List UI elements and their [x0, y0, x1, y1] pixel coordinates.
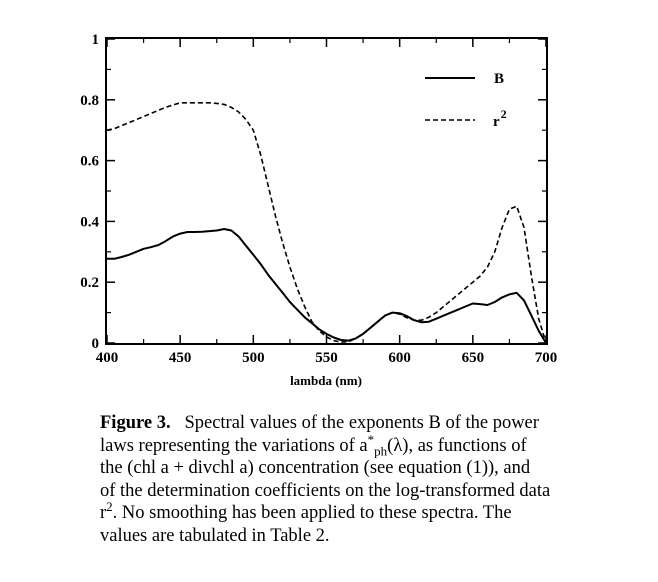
y-tick-label-3: 0.6 — [80, 154, 99, 170]
axis-ticks — [106, 38, 547, 344]
series-line-r2 — [106, 102, 547, 344]
caption-text-2b: (λ), as functions of — [387, 435, 527, 456]
legend-label-r2-sup: 2 — [501, 107, 507, 121]
y-tick-label-4: 0.8 — [80, 93, 99, 109]
caption-line-2: laws representing the variations of a*ph… — [100, 432, 630, 459]
x-tick-label-600: 600 — [388, 350, 411, 366]
x-tick-label-500: 500 — [242, 350, 265, 366]
plot-frame — [105, 37, 548, 345]
caption-text-5b: . No smoothing has been applied to these… — [112, 503, 512, 523]
caption-sup-2: 2 — [106, 498, 113, 514]
y-tick-label-2: 0.4 — [80, 214, 99, 230]
legend: B r2 — [425, 71, 507, 130]
caption-text-1: Spectral values of the exponents B of th… — [184, 413, 539, 433]
series-lines — [106, 102, 547, 344]
caption-line-3: the (chl a + divchl a) concentration (se… — [100, 458, 531, 478]
chart: 400 450 500 550 600 650 700 0 0.2 0.4 0.6 0.8 1 lam… — [80, 32, 558, 388]
caption-text-2a: laws representing the variations of a — [100, 435, 368, 456]
x-tick-label-550: 550 — [315, 350, 338, 366]
caption-line-5: r2. No smoothing has been applied to the… — [100, 498, 630, 525]
caption-line-4: of the determination coefficients on the… — [100, 480, 551, 501]
x-tick-label-700: 700 — [535, 350, 558, 366]
caption-sub-ph: ph — [374, 443, 388, 459]
legend-label-b: B — [494, 71, 504, 87]
legend-label-r2-base: r — [493, 114, 500, 130]
series-line-b — [107, 228, 547, 344]
x-tick-label-400: 400 — [96, 350, 119, 366]
x-tick-label-450: 450 — [169, 350, 192, 366]
x-axis-title: lambda (nm) — [290, 373, 362, 388]
caption-line-6: values are tabulated in Table 2. — [100, 525, 330, 546]
x-tick-labels: 400 450 500 550 600 650 700 — [96, 350, 558, 366]
caption-line-1: Figure 3. Spectral values of the exponen… — [100, 412, 630, 435]
y-tick-label-0: 0 — [92, 336, 100, 352]
caption-text-5a: r — [100, 503, 107, 523]
figure-caption: Figure 3. Spectral values of the exponen… — [100, 412, 630, 547]
x-tick-label-650: 650 — [462, 350, 485, 366]
caption-label: Figure 3. — [100, 413, 171, 433]
caption-sup-star: * — [367, 431, 375, 447]
y-tick-label-5: 1 — [92, 32, 100, 48]
y-tick-labels: 0 0.2 0.4 0.6 0.8 1 — [80, 32, 99, 352]
legend-label-r2: r2 — [493, 107, 507, 130]
y-tick-label-1: 0.2 — [80, 275, 99, 291]
